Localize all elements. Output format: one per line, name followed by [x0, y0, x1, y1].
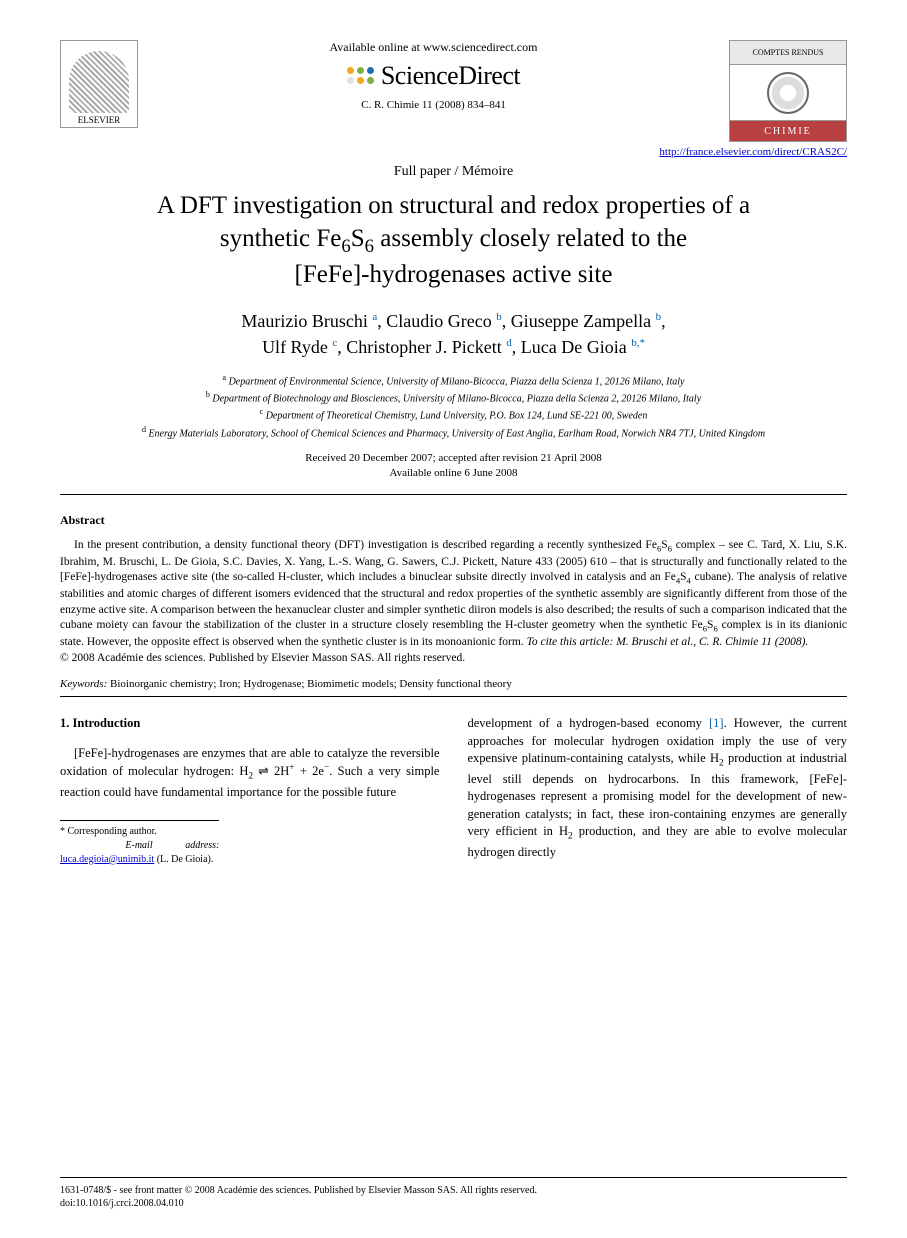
- journal-reference: C. R. Chimie 11 (2008) 834–841: [148, 99, 719, 111]
- abstract-heading: Abstract: [60, 513, 847, 528]
- available-online-text: Available online at www.sciencedirect.co…: [148, 40, 719, 55]
- affiliation-d: Energy Materials Laboratory, School of C…: [148, 428, 765, 439]
- left-column: 1. Introduction [FeFe]-hydrogenases are …: [60, 715, 440, 866]
- badge-top-label: COMPTES RENDUS: [729, 40, 847, 64]
- intro-seg: development of a hydrogen-based economy: [468, 716, 710, 730]
- keywords-list: Bioinorganic chemistry; Iron; Hydrogenas…: [110, 678, 512, 690]
- journal-url-anchor[interactable]: http://france.elsevier.com/direct/CRAS2C…: [659, 146, 847, 158]
- sd-dot: [367, 77, 374, 84]
- sd-dot: [347, 67, 354, 74]
- author-aff[interactable]: a: [372, 311, 377, 323]
- title-line3: [FeFe]-hydrogenases active site: [295, 261, 613, 288]
- author-aff[interactable]: b: [496, 311, 502, 323]
- badge-seal-box: [729, 64, 847, 120]
- affiliation-b: Department of Biotechnology and Bioscien…: [212, 393, 701, 404]
- abstract-body: In the present contribution, a density f…: [60, 538, 847, 666]
- seal-icon: [767, 72, 809, 114]
- keywords-label: Keywords:: [60, 678, 107, 690]
- sd-dot: [357, 77, 364, 84]
- ref-link-1[interactable]: [1]: [709, 716, 724, 730]
- sd-dot: [357, 67, 364, 74]
- author-list: Maurizio Bruschi a, Claudio Greco b, Giu…: [60, 309, 847, 359]
- abstract-copyright: © 2008 Académie des sciences. Published …: [60, 652, 465, 664]
- divider-thick-2: [60, 696, 847, 697]
- author-aff[interactable]: d: [506, 337, 512, 349]
- sd-dot: [367, 67, 374, 74]
- intro-seg: + 2e: [295, 764, 324, 778]
- corr-label: * Corresponding author.: [60, 826, 157, 837]
- author-name: Claudio Greco: [386, 311, 491, 331]
- keywords-line: Keywords: Bioinorganic chemistry; Iron; …: [60, 678, 847, 690]
- section-heading: 1. Introduction: [60, 715, 440, 733]
- page-footer: 1631-0748/$ - see front matter © 2008 Ac…: [60, 1177, 847, 1210]
- dates-block: Received 20 December 2007; accepted afte…: [60, 451, 847, 482]
- intro-seg: ⇌ 2H: [253, 764, 289, 778]
- divider-thick: [60, 494, 847, 495]
- received-date: Received 20 December 2007; accepted afte…: [305, 452, 602, 464]
- affiliation-c: Department of Theoretical Chemistry, Lun…: [266, 411, 648, 422]
- title-line2-mid: S: [351, 225, 365, 252]
- corr-name: (L. De Gioia).: [157, 854, 214, 865]
- author-aff[interactable]: b,*: [631, 337, 645, 349]
- sciencedirect-logo: ScienceDirect: [148, 61, 719, 91]
- article-title: A DFT investigation on structural and re…: [60, 190, 847, 291]
- elsevier-label: ELSEVIER: [78, 115, 121, 125]
- abstract-cite: To cite this article: M. Bruschi et al.,…: [527, 636, 809, 648]
- affiliation-a: Department of Environmental Science, Uni…: [229, 376, 685, 387]
- header-row: ELSEVIER Available online at www.science…: [60, 40, 847, 142]
- right-column: development of a hydrogen-based economy …: [468, 715, 848, 866]
- intro-paragraph-left: [FeFe]-hydrogenases are enzymes that are…: [60, 745, 440, 802]
- online-date: Available online 6 June 2008: [389, 467, 517, 479]
- title-sub2: 6: [365, 236, 374, 257]
- author-name: Giuseppe Zampella: [511, 311, 651, 331]
- elsevier-logo: ELSEVIER: [60, 40, 138, 128]
- journal-badge: COMPTES RENDUS CHIMIE: [729, 40, 847, 142]
- title-line2-post: assembly closely related to the: [374, 225, 687, 252]
- title-line2-pre: synthetic Fe: [220, 225, 342, 252]
- abs-seg: In the present contribution, a density f…: [74, 539, 657, 551]
- journal-url-link[interactable]: http://france.elsevier.com/direct/CRAS2C…: [60, 146, 847, 158]
- corr-email-link[interactable]: luca.degioia@unimib.it: [60, 854, 154, 865]
- intro-paragraph-right: development of a hydrogen-based economy …: [468, 715, 848, 861]
- sd-dots-icon: [347, 67, 375, 85]
- author-aff[interactable]: c: [332, 337, 337, 349]
- center-header: Available online at www.sciencedirect.co…: [138, 40, 729, 111]
- email-label: E-mail address:: [125, 840, 219, 851]
- author-name: Ulf Ryde: [262, 337, 328, 357]
- title-sub1: 6: [341, 236, 350, 257]
- author-name: Luca De Gioia: [521, 337, 627, 357]
- corresponding-author-note: * Corresponding author. E-mail address: …: [60, 820, 219, 867]
- title-line1: A DFT investigation on structural and re…: [157, 192, 750, 219]
- paper-type-label: Full paper / Mémoire: [60, 164, 847, 180]
- affiliations-block: a Department of Environmental Science, U…: [60, 372, 847, 441]
- sd-dot: [347, 77, 354, 84]
- two-column-body: 1. Introduction [FeFe]-hydrogenases are …: [60, 715, 847, 866]
- footer-line1: 1631-0748/$ - see front matter © 2008 Ac…: [60, 1185, 537, 1196]
- footer-line2: doi:10.1016/j.crci.2008.04.010: [60, 1198, 184, 1209]
- author-aff[interactable]: b: [656, 311, 662, 323]
- author-name: Christopher J. Pickett: [346, 337, 502, 357]
- sd-brand-text: ScienceDirect: [381, 61, 520, 91]
- author-name: Maurizio Bruschi: [241, 311, 367, 331]
- badge-bottom-label: CHIMIE: [729, 120, 847, 142]
- elsevier-tree-icon: [69, 51, 129, 113]
